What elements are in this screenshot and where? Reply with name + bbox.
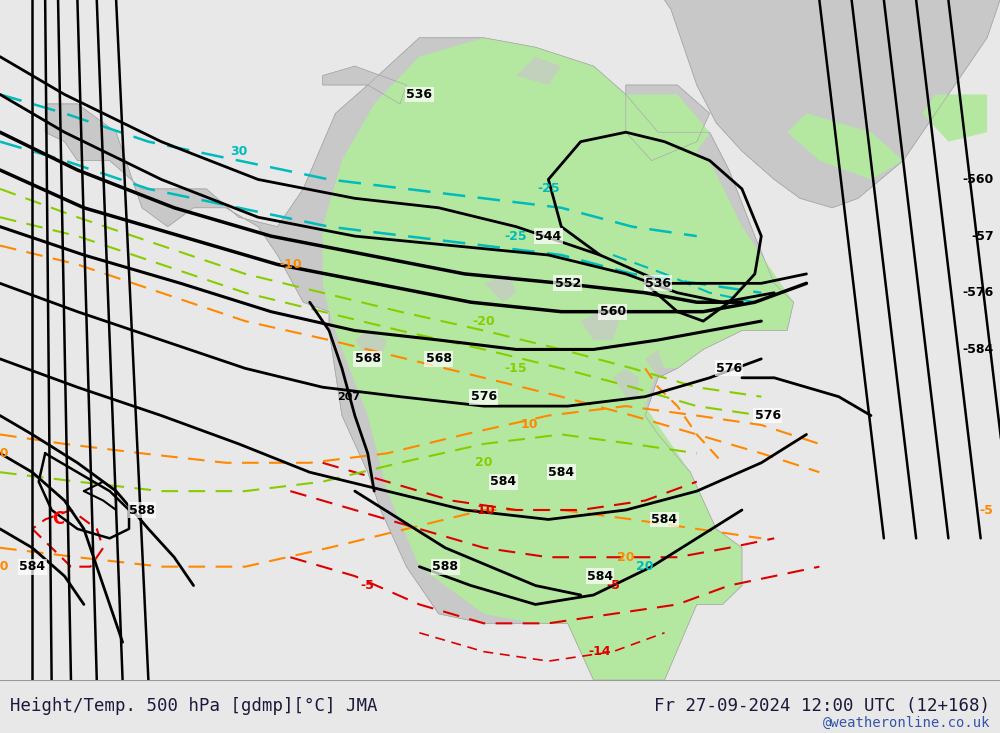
Text: -576: -576 bbox=[962, 287, 994, 299]
Text: 536: 536 bbox=[406, 88, 432, 101]
Text: 584: 584 bbox=[490, 475, 516, 488]
Polygon shape bbox=[45, 38, 794, 680]
Text: -10: -10 bbox=[473, 504, 495, 517]
Text: 584: 584 bbox=[651, 513, 678, 526]
Text: 30: 30 bbox=[230, 144, 247, 158]
Text: -15: -15 bbox=[505, 362, 527, 375]
Text: -57: -57 bbox=[971, 229, 994, 243]
Text: 568: 568 bbox=[355, 353, 381, 365]
Text: -20: -20 bbox=[473, 314, 495, 328]
Polygon shape bbox=[645, 350, 665, 377]
Text: 568: 568 bbox=[426, 353, 452, 365]
Text: 588: 588 bbox=[432, 560, 458, 573]
Text: -25: -25 bbox=[505, 229, 527, 243]
Text: 544: 544 bbox=[535, 229, 562, 243]
Text: Height/Temp. 500 hPa [gdmp][°C] JMA: Height/Temp. 500 hPa [gdmp][°C] JMA bbox=[10, 697, 378, 715]
Text: -25: -25 bbox=[537, 183, 560, 196]
Polygon shape bbox=[787, 114, 903, 180]
Text: 576: 576 bbox=[471, 390, 497, 403]
Text: 560: 560 bbox=[600, 305, 626, 318]
Polygon shape bbox=[613, 369, 639, 397]
Text: Fr 27-09-2024 12:00 UTC (12+168): Fr 27-09-2024 12:00 UTC (12+168) bbox=[654, 697, 990, 715]
Text: 20: 20 bbox=[636, 560, 654, 573]
Polygon shape bbox=[355, 331, 387, 359]
Text: 584: 584 bbox=[587, 570, 613, 583]
Text: -10: -10 bbox=[279, 258, 302, 271]
Text: 584: 584 bbox=[548, 465, 574, 479]
Polygon shape bbox=[323, 38, 794, 680]
Text: 584: 584 bbox=[19, 560, 45, 573]
Text: @weatheronline.co.uk: @weatheronline.co.uk bbox=[822, 716, 990, 730]
Polygon shape bbox=[923, 95, 987, 141]
Text: 536: 536 bbox=[645, 277, 671, 290]
Text: 10: 10 bbox=[0, 447, 9, 460]
Text: 20: 20 bbox=[475, 456, 493, 469]
Polygon shape bbox=[658, 0, 1000, 207]
Polygon shape bbox=[516, 56, 561, 85]
Text: 588: 588 bbox=[129, 504, 155, 517]
Text: 20: 20 bbox=[617, 550, 635, 564]
Text: -584: -584 bbox=[962, 343, 994, 356]
Polygon shape bbox=[484, 274, 516, 302]
Text: 576: 576 bbox=[755, 409, 781, 422]
Text: -14: -14 bbox=[589, 645, 611, 658]
Text: 207: 207 bbox=[337, 391, 360, 402]
Text: -5: -5 bbox=[606, 579, 620, 592]
Text: -5: -5 bbox=[361, 579, 375, 592]
Polygon shape bbox=[581, 312, 619, 340]
Polygon shape bbox=[323, 66, 406, 104]
Text: 10: 10 bbox=[520, 419, 538, 432]
Text: -560: -560 bbox=[962, 173, 994, 186]
Polygon shape bbox=[290, 255, 323, 284]
Polygon shape bbox=[626, 95, 710, 161]
Polygon shape bbox=[626, 85, 710, 161]
Text: -5: -5 bbox=[980, 504, 994, 517]
Text: 576: 576 bbox=[716, 362, 742, 375]
Text: 20: 20 bbox=[0, 560, 9, 573]
Text: 552: 552 bbox=[555, 277, 581, 290]
Text: C: C bbox=[52, 510, 64, 528]
